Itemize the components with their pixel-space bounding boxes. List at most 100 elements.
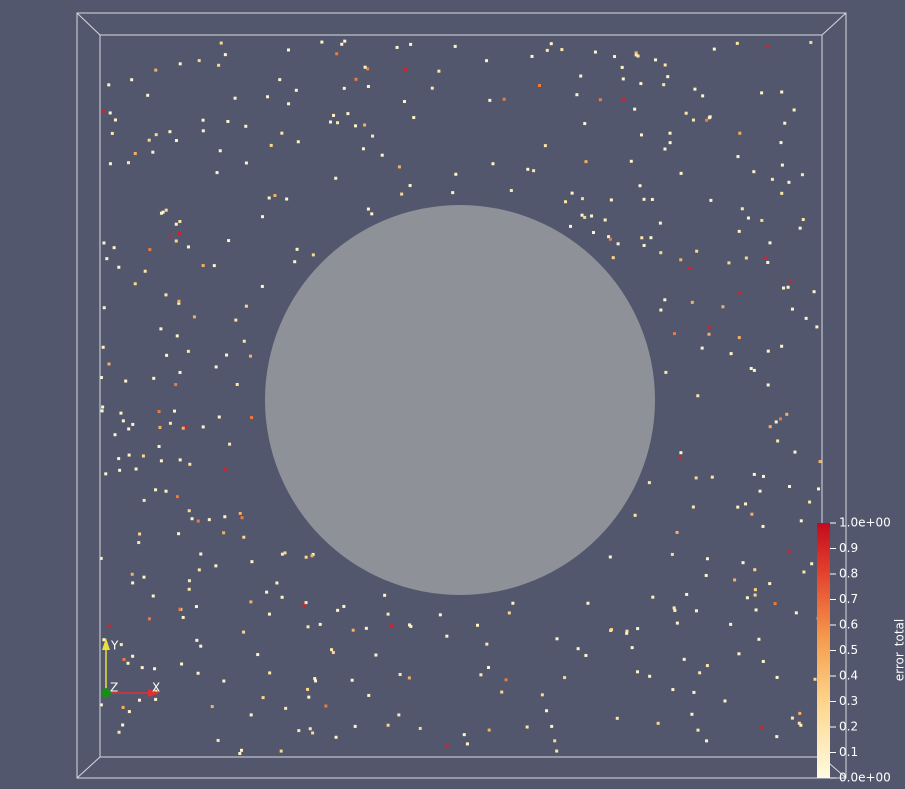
particle xyxy=(586,602,589,605)
particle xyxy=(669,132,672,135)
particle xyxy=(293,260,296,263)
particle xyxy=(239,512,242,515)
particle xyxy=(193,315,196,318)
particle xyxy=(199,553,202,556)
particle xyxy=(564,200,567,203)
particle xyxy=(280,750,283,753)
particle xyxy=(334,177,337,180)
particle xyxy=(705,119,708,122)
particle xyxy=(610,198,613,201)
particle xyxy=(224,53,227,56)
tick-label: 1.0e+00 xyxy=(839,516,891,530)
particle xyxy=(445,635,448,638)
particle xyxy=(639,184,642,187)
particle xyxy=(639,82,642,85)
particle xyxy=(182,616,185,619)
particle xyxy=(188,579,191,582)
particle xyxy=(131,423,134,426)
particle xyxy=(817,487,820,490)
particle xyxy=(109,162,112,165)
particle xyxy=(398,165,401,168)
particle xyxy=(526,726,529,729)
particle xyxy=(787,181,790,184)
particle xyxy=(695,250,698,253)
particle xyxy=(118,469,121,472)
particle xyxy=(744,502,747,505)
particle xyxy=(178,371,181,374)
particle xyxy=(180,662,183,665)
particle xyxy=(617,242,620,245)
particle xyxy=(545,709,548,712)
particle xyxy=(736,506,739,509)
particle xyxy=(760,91,763,94)
particle xyxy=(801,173,804,176)
particle xyxy=(736,155,739,158)
particle xyxy=(753,473,756,476)
particle xyxy=(397,713,400,716)
particle xyxy=(297,140,300,143)
particle xyxy=(685,112,688,115)
particle xyxy=(560,48,563,51)
particle xyxy=(335,736,338,739)
particle xyxy=(179,458,182,461)
particle xyxy=(709,115,712,118)
particle xyxy=(198,568,201,571)
particle xyxy=(754,588,757,591)
particle xyxy=(663,148,666,151)
particle xyxy=(309,727,312,730)
particle xyxy=(685,593,688,596)
particle xyxy=(159,327,162,330)
particle xyxy=(662,83,665,86)
particle xyxy=(584,654,587,657)
particle xyxy=(111,132,114,135)
particle xyxy=(659,251,662,254)
particle xyxy=(262,696,265,699)
particle xyxy=(592,231,595,234)
particle xyxy=(409,184,412,187)
particle xyxy=(363,124,366,127)
particle xyxy=(802,218,805,221)
particle xyxy=(553,739,556,742)
particle xyxy=(633,108,636,111)
particle xyxy=(760,219,763,222)
particle xyxy=(753,369,756,372)
particle xyxy=(216,171,219,174)
particle xyxy=(775,420,778,423)
particle xyxy=(759,490,762,493)
particle xyxy=(640,133,643,136)
tick-label: 0.5 xyxy=(839,643,858,657)
particle xyxy=(766,261,769,264)
particle xyxy=(296,248,299,251)
particle xyxy=(583,122,586,125)
tick-label: 0.6 xyxy=(839,618,858,632)
particle xyxy=(199,645,202,648)
particle xyxy=(270,144,273,147)
particle xyxy=(745,257,748,260)
particle xyxy=(134,282,137,285)
particle xyxy=(243,340,246,343)
particle xyxy=(581,214,584,217)
particle xyxy=(211,705,214,708)
particle xyxy=(105,257,108,260)
particle xyxy=(148,248,151,251)
particle xyxy=(142,576,145,579)
particle xyxy=(281,553,284,556)
particle xyxy=(609,238,612,241)
particle xyxy=(245,161,248,164)
particle xyxy=(148,617,151,620)
particle xyxy=(152,377,155,380)
particle xyxy=(808,501,811,504)
particle xyxy=(275,581,278,584)
particle xyxy=(197,672,200,675)
particle xyxy=(191,517,194,520)
particle xyxy=(383,594,386,597)
particle xyxy=(696,394,699,397)
particle xyxy=(307,696,310,699)
particle xyxy=(114,433,117,436)
particle xyxy=(809,41,812,44)
particle xyxy=(612,256,615,259)
particle xyxy=(165,354,168,357)
particle xyxy=(485,59,488,62)
x-axis-label: X xyxy=(152,681,160,695)
particle xyxy=(622,77,625,80)
